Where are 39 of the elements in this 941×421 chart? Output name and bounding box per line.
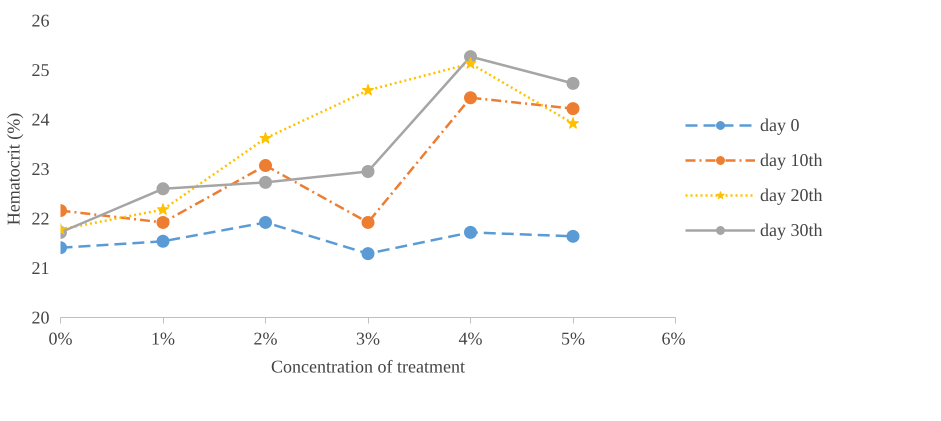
x-tick-label: 3%: [356, 328, 380, 348]
legend-label: day 30th: [760, 220, 822, 240]
point: [362, 216, 374, 229]
point: [362, 84, 374, 96]
point: [156, 182, 170, 196]
point: [566, 116, 580, 129]
point: [566, 230, 580, 243]
x-tick-label: 1%: [151, 328, 176, 348]
legend-label: day 10th: [760, 150, 822, 170]
y-tick-label: 21: [32, 258, 50, 278]
x-tick-label: 5%: [561, 328, 586, 348]
point: [156, 203, 170, 215]
point: [259, 176, 272, 189]
point: [566, 102, 580, 116]
point: [566, 76, 580, 90]
point: [259, 216, 272, 229]
x-tick-label: 0%: [48, 328, 73, 348]
point: [362, 164, 374, 178]
x-axis-title: Concentration of treatment: [271, 356, 465, 376]
point: [464, 57, 477, 69]
y-tick-label: 20: [32, 308, 50, 328]
y-axis-title: Hematocrit (%): [4, 112, 24, 226]
y-tick-label: 23: [32, 159, 50, 179]
legend-label: day 0: [760, 114, 800, 136]
point: [464, 226, 477, 239]
x-tick-label: 4%: [458, 328, 483, 348]
point: [156, 234, 170, 248]
point: [259, 159, 272, 172]
point: [362, 247, 374, 260]
y-tick-label: 24: [32, 110, 50, 130]
y-tick-label: 26: [32, 10, 50, 30]
point: [464, 91, 477, 104]
point: [156, 216, 170, 229]
y-tick-label: 25: [32, 60, 50, 80]
y-tick-label: 22: [32, 208, 50, 228]
legend-label: day 20th: [760, 184, 822, 206]
point: [259, 132, 272, 144]
x-tick-label: 2%: [254, 328, 278, 348]
x-tick-label: 6%: [662, 328, 686, 348]
